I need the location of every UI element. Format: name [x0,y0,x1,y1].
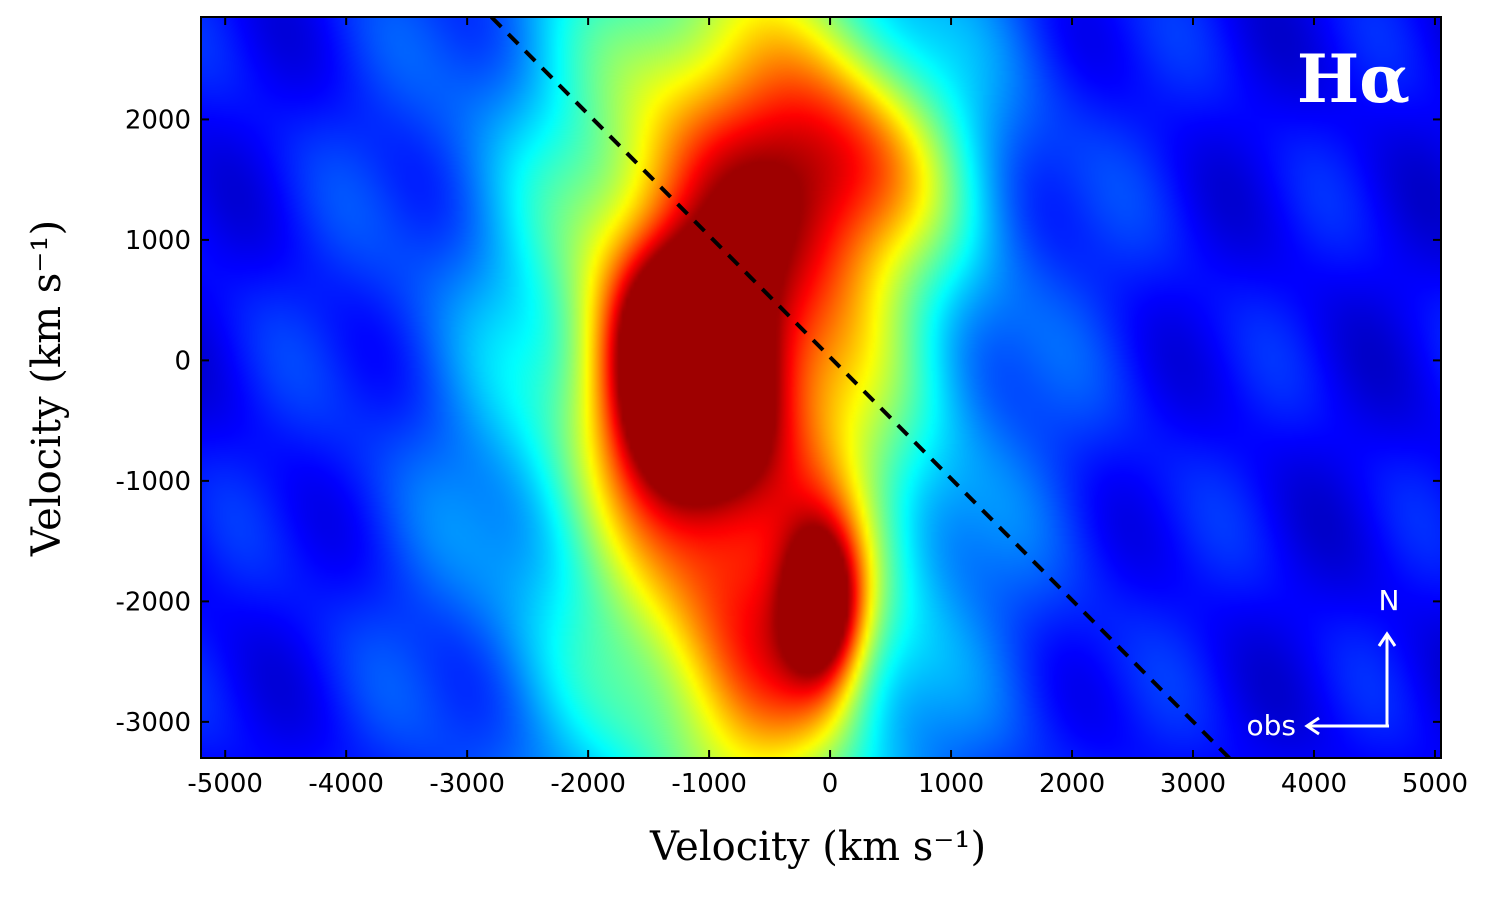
x-tick-label: 4000 [1281,769,1347,799]
x-tick-label: 1000 [918,769,984,799]
x-axis: -5000 -4000 -3000 -2000 -1000 0 1000 2000 3000 40… [187,17,1468,799]
plot-frame [200,16,1442,759]
x-tick-label: -2000 [550,769,626,799]
y-tick-label: 0 [174,346,191,376]
heatmap [201,17,1441,758]
x-tick-label: 3000 [1160,769,1226,799]
x-tick-label: -3000 [429,769,505,799]
y-tick-label: -2000 [115,587,191,617]
x-tick-label: -5000 [187,769,263,799]
compass: N obs [1247,584,1400,742]
x-tick-label: 2000 [1039,769,1105,799]
y-tick-label: -3000 [115,708,191,738]
panel-label: Hα [1297,40,1410,118]
x-tick-label: -1000 [671,769,747,799]
reference-dashed-line [489,17,1231,758]
y-axis-title: Velocity (km s⁻¹) [24,220,70,557]
observer-arrowhead [1304,716,1320,736]
north-arrowhead [1377,631,1397,647]
x-tick-label: -4000 [308,769,384,799]
x-tick-label: 0 [822,769,839,799]
y-tick-label: 1000 [125,226,191,256]
y-tick-label: 2000 [125,105,191,135]
x-tick-label: 5000 [1402,769,1468,799]
north-label: N [1379,584,1400,617]
x-axis-title: Velocity (km s⁻¹) [649,824,986,870]
observer-label: obs [1247,709,1297,742]
y-axis: -3000 -2000 -1000 0 1000 2000 [115,105,1441,738]
y-tick-label: -1000 [115,467,191,497]
